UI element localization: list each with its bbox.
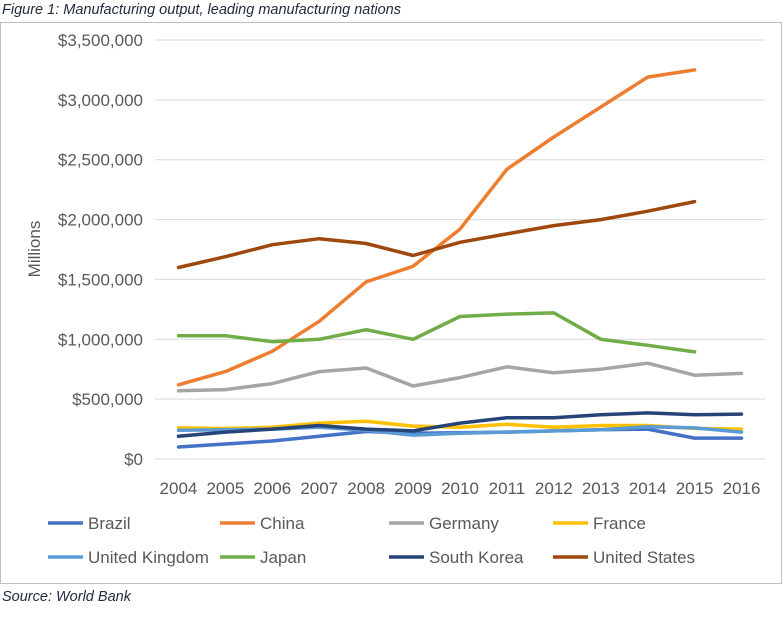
figure-caption: Figure 1: Manufacturing output, leading … [2,2,401,18]
x-tick-label: 2004 [160,479,198,498]
x-tick-label: 2016 [723,479,761,498]
legend-label: United States [593,548,695,567]
legend-item-france: France [553,514,646,533]
y-tick-label: $1,500,000 [58,270,143,289]
legend-item-japan: Japan [220,548,306,567]
x-tick-label: 2013 [582,479,620,498]
x-tick-label: 2010 [441,479,479,498]
x-tick-label: 2009 [394,479,432,498]
legend-item-united-states: United States [553,548,695,567]
legend-label: South Korea [429,548,524,567]
legend-label: United Kingdom [88,548,209,567]
legend-label: Brazil [88,514,131,533]
legend-label: China [260,514,305,533]
x-tick-label: 2014 [629,479,667,498]
y-tick-label: $3,000,000 [58,91,143,110]
x-tick-label: 2011 [489,479,526,498]
y-axis-title: Millions [25,221,44,278]
y-tick-label: $0 [124,450,143,469]
series-line-germany [176,361,744,393]
y-tick-label: $500,000 [72,390,143,409]
legend-item-brazil: Brazil [48,514,131,533]
legend-item-united-kingdom: United Kingdom [48,548,209,567]
legend: Brazil China Germany France United Kingdom Ja… [48,514,695,567]
source-note: Source: World Bank [2,589,131,605]
legend-item-china: China [220,514,305,533]
series-line-united-states [176,199,697,270]
legend-item-germany: Germany [389,514,499,533]
legend-item-south-korea: South Korea [389,548,524,567]
series-line-japan [176,311,697,354]
x-tick-label: 2006 [253,479,291,498]
series-lines [176,68,744,449]
y-tick-label: $3,500,000 [58,31,143,50]
series-line-china [176,68,697,387]
x-tick-label: 2005 [206,479,244,498]
legend-label: France [593,514,646,533]
y-tick-label: $2,500,000 [58,151,143,170]
x-axis-ticks: 2004 2005 2006 2007 2008 2009 2010 2011 2012 2013… [160,479,761,498]
y-axis-ticks: $0 $500,000 $1,000,000 $1,500,000 $2,000,000… [58,31,143,469]
legend-label: Japan [260,548,306,567]
x-tick-label: 2015 [676,479,714,498]
series-line-south-korea [176,411,744,439]
chart-frame [0,22,782,584]
legend-label: Germany [429,514,499,533]
x-tick-label: 2012 [535,479,573,498]
y-tick-label: $1,000,000 [58,330,143,349]
x-tick-label: 2007 [300,479,338,498]
y-tick-label: $2,000,000 [58,211,143,230]
x-tick-label: 2008 [347,479,385,498]
